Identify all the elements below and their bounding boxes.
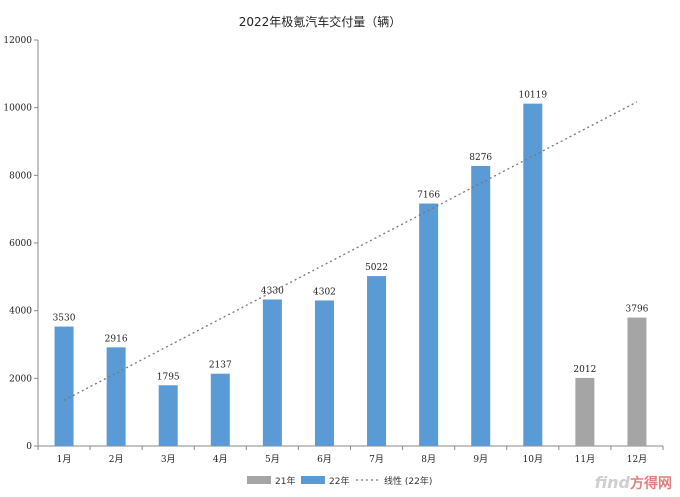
data-label: 10119 [518,91,547,101]
x-tick-label: 8月 [421,454,436,465]
x-tick-label: 4月 [213,454,228,465]
x-tick-label: 9月 [473,454,488,465]
x-tick-label: 5月 [265,454,280,465]
chart-legend: 21年 22年 线性 (22年) [247,475,432,487]
bar [627,317,647,446]
data-label: 2012 [573,365,596,375]
bar [575,377,595,446]
y-tick-label: 10000 [3,104,32,114]
y-tick-label: 2000 [9,374,32,384]
chart-title: 2022年极氪汽车交付量（辆） [239,14,402,29]
bar [158,385,178,446]
data-label: 3530 [53,314,76,324]
bar [523,103,543,446]
bar [54,326,74,446]
legend-label-22: 22年 [329,475,349,487]
y-tick-label: 4000 [9,307,32,317]
y-tick-label: 8000 [9,171,32,181]
legend-label-trend: 线性 (22年) [384,475,432,487]
x-tick-label: 12月 [627,454,647,465]
bar [210,373,230,446]
legend-swatch-22 [301,476,325,484]
watermark-logo: find方得网 [595,473,672,493]
data-label: 7166 [417,191,440,201]
bar [314,300,334,446]
data-label: 5022 [365,263,388,273]
bar [471,165,491,446]
data-label: 3796 [626,305,649,315]
data-label: 1795 [157,372,180,382]
data-label: 2137 [209,361,232,371]
bar [262,299,282,446]
data-label: 4302 [313,287,336,297]
bar [419,203,439,446]
x-tick-label: 7月 [369,454,384,465]
x-tick-label: 2月 [109,454,124,465]
trendline [63,101,638,401]
bar [367,276,387,446]
watermark-site: 方得网 [630,476,672,492]
x-tick-label: 11月 [575,454,595,465]
watermark-brand: find [594,473,630,492]
x-tick-label: 6月 [317,454,332,465]
chart-data-labels: 2012379635302916179521374330430250227166… [53,91,649,383]
legend-swatch-21 [247,476,271,484]
data-label: 8276 [469,153,492,163]
x-tick-label: 1月 [57,454,72,465]
x-tick-label: 10月 [523,454,543,465]
bar [106,347,126,446]
y-tick-label: 12000 [3,36,32,46]
chart-axes: 0 2000 4000 6000 8000 10000 12000 1月 2月 3月 4月 5月 6月 7… [3,36,664,465]
x-tick-label: 3月 [161,454,176,465]
data-label: 2916 [105,334,128,344]
y-tick-label: 6000 [9,239,32,249]
chart-bars [54,103,647,446]
trendline-path [63,101,638,401]
legend-label-21: 21年 [275,475,295,487]
y-tick-label: 0 [26,442,32,452]
